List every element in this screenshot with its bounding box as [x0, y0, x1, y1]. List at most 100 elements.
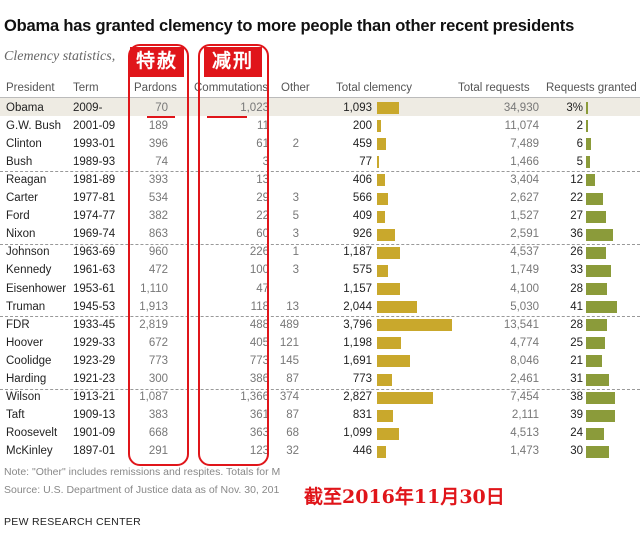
term-cell: 1977-81 [73, 192, 116, 204]
requests-granted-cell: 24 [570, 427, 583, 440]
president-cell: Nixon [6, 228, 36, 241]
requests-granted-bar [586, 102, 589, 114]
commutations-cell: 60 [256, 228, 269, 241]
pardons-cell: 291 [148, 445, 168, 458]
president-cell: Taft [6, 409, 25, 422]
pardons-chinese-label: 特赦 [130, 47, 184, 77]
total-clemency-bar [377, 210, 386, 223]
requests-granted-bar [586, 192, 603, 205]
other-cell: 145 [279, 354, 299, 367]
total-clemency-bar [377, 301, 418, 314]
pardons-cell: 1,110 [140, 282, 168, 295]
pardons-cell: 472 [148, 264, 168, 277]
total-clemency-bar [377, 192, 389, 205]
requests-granted-bar [586, 319, 608, 332]
other-cell: 1 [292, 246, 299, 259]
commutations-cell: 488 [249, 318, 269, 331]
president-cell: Wilson [6, 391, 41, 404]
requests-granted-cell: 41 [570, 300, 583, 313]
president-cell: Bush [6, 155, 33, 168]
pardons-cell: 396 [148, 137, 168, 150]
pardons-cell: 70 [155, 101, 168, 114]
term-cell: 1961-63 [73, 264, 116, 277]
requests-granted-bar [586, 138, 591, 151]
pardons-cell: 393 [148, 173, 168, 186]
total-clemency-cell: 566 [352, 192, 372, 204]
total-clemency-bar [377, 228, 396, 241]
requests-granted-cell: 3% [566, 101, 583, 114]
other-cell: 489 [279, 318, 299, 331]
commutations-cell: 405 [249, 336, 269, 349]
header-term: Term [73, 82, 99, 94]
header-rule [0, 97, 640, 98]
other-cell: 13 [286, 300, 299, 313]
requests-granted-cell: 38 [570, 391, 583, 404]
commutations-cell: 3 [262, 155, 269, 168]
term-cell: 1909-13 [73, 409, 116, 422]
total-clemency-cell: 831 [352, 409, 372, 422]
commutations-cell: 29 [256, 192, 269, 204]
requests-granted-bar [586, 156, 590, 169]
total-clemency-cell: 2,827 [343, 391, 372, 404]
source-note: Source: U.S. Department of Justice data … [4, 484, 280, 496]
pardons-cell: 863 [148, 228, 168, 241]
total-clemency-cell: 200 [352, 119, 372, 132]
president-cell: Reagan [6, 173, 47, 186]
requests-granted-cell: 21 [570, 354, 583, 367]
president-cell: Ford [6, 210, 30, 223]
term-cell: 2001-09 [73, 119, 116, 132]
total-clemency-cell: 1,187 [343, 246, 372, 259]
total-clemency-cell: 1,099 [343, 427, 372, 440]
president-cell: Obama [6, 101, 44, 114]
pardons-cell: 74 [155, 155, 168, 168]
total-clemency-cell: 77 [359, 155, 372, 168]
pardons-cell: 773 [148, 354, 168, 367]
total-clemency-bar [377, 246, 401, 259]
other-cell: 5 [292, 210, 299, 223]
requests-granted-bar [586, 337, 605, 350]
total-clemency-bar [377, 391, 433, 404]
other-cell: 3 [292, 228, 299, 241]
requests-granted-cell: 12 [570, 173, 583, 186]
requests-granted-bar [586, 409, 616, 422]
president-cell: Kennedy [6, 264, 52, 277]
requests-granted-bar [586, 246, 606, 259]
commutations-cell: 61 [256, 137, 269, 150]
total-clemency-bar [377, 156, 379, 169]
requests-granted-cell: 33 [570, 264, 583, 277]
header-total-clemency: Total clemency [336, 82, 413, 94]
total-clemency-cell: 406 [352, 173, 372, 186]
term-cell: 1963-69 [73, 246, 116, 259]
president-cell: Truman [6, 300, 46, 313]
header-other: Other [281, 82, 310, 94]
pardons-cell: 189 [148, 119, 168, 132]
header-pardons: Pardons [134, 82, 177, 94]
pardons-obama-underline [147, 116, 175, 118]
president-cell: Carter [6, 192, 38, 204]
term-cell: 1993-01 [73, 137, 116, 150]
commutations-cell: 118 [250, 300, 269, 313]
term-cell: 1989-93 [73, 155, 116, 168]
requests-granted-bar [586, 301, 617, 314]
group-separator [0, 171, 640, 173]
total-clemency-cell: 459 [352, 137, 372, 150]
total-clemency-cell: 1,198 [343, 336, 372, 349]
total-requests-cell: 4,513 [510, 427, 539, 440]
pardons-cell: 1,087 [139, 391, 168, 404]
requests-granted-cell: 31 [570, 373, 583, 385]
president-cell: McKinley [6, 445, 53, 458]
pardons-cell: 382 [148, 210, 168, 223]
requests-granted-cell: 27 [570, 210, 583, 223]
other-cell: 32 [286, 445, 299, 458]
pardons-cell: 1,913 [139, 300, 168, 313]
commutations-cell: 226 [249, 246, 269, 259]
commutations-obama-underline [207, 116, 247, 118]
term-cell: 1974-77 [73, 210, 116, 223]
total-clemency-bar [377, 319, 452, 332]
total-clemency-cell: 1,093 [343, 101, 372, 114]
total-clemency-cell: 1,157 [343, 282, 372, 295]
president-cell: Harding [6, 373, 47, 385]
pardons-cell: 300 [148, 373, 168, 385]
total-clemency-cell: 1,691 [343, 354, 372, 367]
chart-title: Obama has granted clemency to more peopl… [4, 17, 575, 35]
